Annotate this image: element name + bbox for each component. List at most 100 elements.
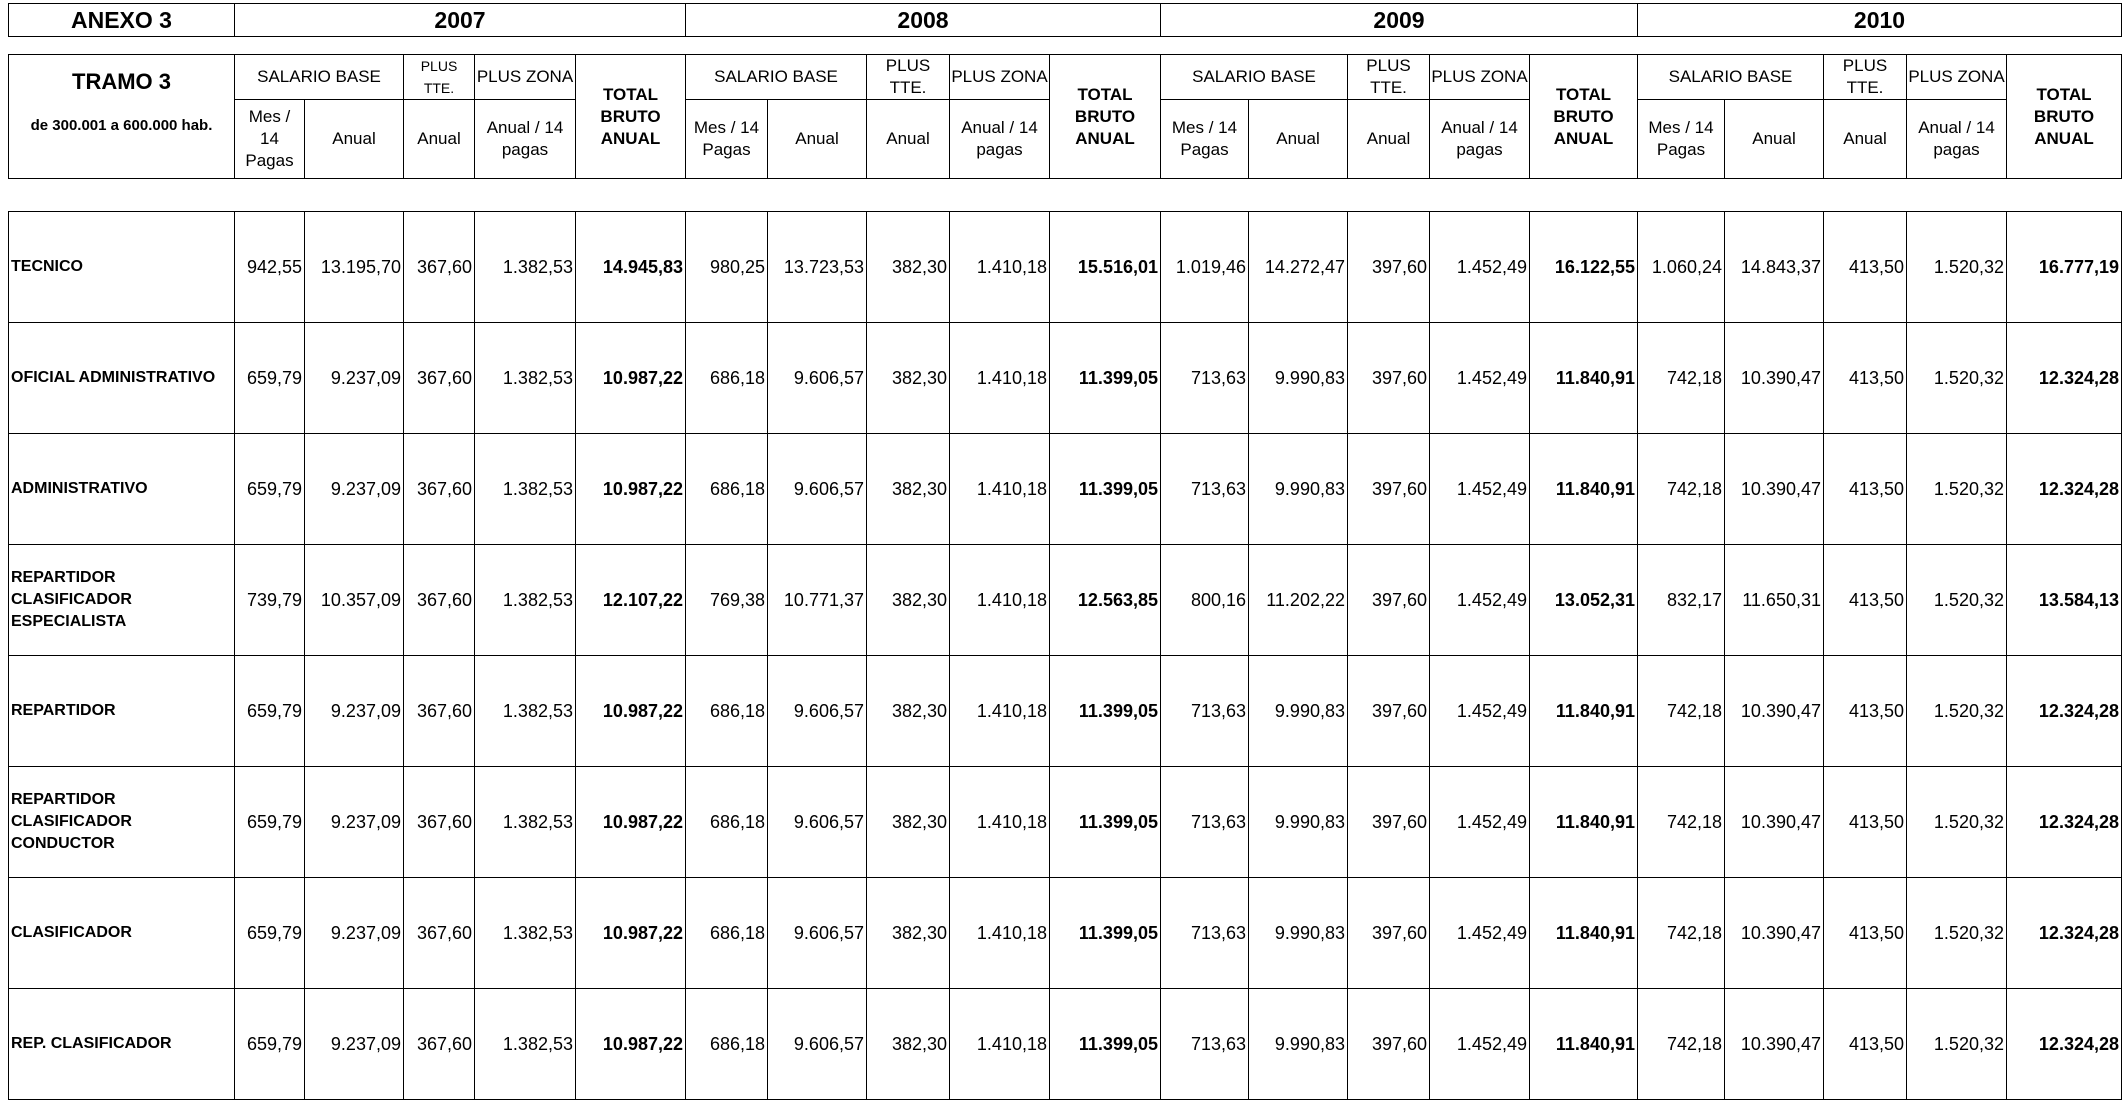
total-value: 11.840,91 (1529, 766, 1638, 878)
anual-value: 9.606,57 (767, 988, 867, 1100)
tramo-range: de 300.001 a 600.000 hab. (30, 117, 213, 134)
total-value: 11.399,05 (1049, 655, 1161, 767)
mes-value: 713,63 (1160, 322, 1249, 434)
anual-value: 9.237,09 (304, 322, 404, 434)
mes-value: 659,79 (234, 766, 305, 878)
table-row: CLASIFICADOR 659,79 9.237,09 367,60 1.382,53… (8, 877, 2122, 989)
mes-value: 742,18 (1637, 988, 1725, 1100)
anual-value: 9.237,09 (304, 766, 404, 878)
mes-value: 659,79 (234, 433, 305, 545)
plus-tte-header-2010: PLUS TTE. (1823, 54, 1907, 100)
mes-value: 713,63 (1160, 877, 1249, 989)
plus-tte-value: 367,60 (403, 322, 475, 434)
total-value: 16.777,19 (2006, 211, 2122, 323)
mes-value: 686,18 (685, 655, 768, 767)
plus-tte-value: 397,60 (1347, 877, 1430, 989)
plus-tte-anual-header-2007: Anual (403, 99, 475, 179)
plus-tte-value: 382,30 (866, 655, 950, 767)
mes-value: 832,17 (1637, 544, 1725, 656)
total-header-2010: TOTAL BRUTO ANUAL (2006, 54, 2122, 179)
mes-value: 942,55 (234, 211, 305, 323)
mes-value: 686,18 (685, 433, 768, 545)
plus-tte-header-2008: PLUS TTE. (866, 54, 950, 100)
anual-value: 9.237,09 (304, 988, 404, 1100)
anual-value: 13.195,70 (304, 211, 404, 323)
table-row: REPARTIDOR CLASIFICADOR CONDUCTOR 659,79 9… (8, 766, 2122, 878)
anual-value: 9.990,83 (1248, 988, 1348, 1100)
plus-tte-value: 413,50 (1823, 544, 1907, 656)
anual-value: 9.990,83 (1248, 433, 1348, 545)
year-2007: 2007 (234, 3, 686, 37)
anual-value: 11.202,22 (1248, 544, 1348, 656)
table-row: REP. CLASIFICADOR 659,79 9.237,09 367,60 1.3… (8, 988, 2122, 1100)
plus-tte-value: 367,60 (403, 211, 475, 323)
total-value: 11.399,05 (1049, 766, 1161, 878)
plus-zona-value: 1.520,32 (1906, 322, 2007, 434)
anual-value: 10.771,37 (767, 544, 867, 656)
category-label: REPARTIDOR CLASIFICADOR ESPECIALISTA (8, 544, 235, 656)
total-value: 10.987,22 (575, 766, 686, 878)
plus-zona-value: 1.520,32 (1906, 544, 2007, 656)
plus-tte-value: 413,50 (1823, 322, 1907, 434)
salario-base-header-2008: SALARIO BASE (685, 54, 867, 100)
plus-tte-value: 413,50 (1823, 655, 1907, 767)
total-value: 14.945,83 (575, 211, 686, 323)
plus-tte-value: 397,60 (1347, 655, 1430, 767)
total-value: 12.324,28 (2006, 655, 2122, 767)
anual-value: 9.990,83 (1248, 877, 1348, 989)
total-value: 13.584,13 (2006, 544, 2122, 656)
total-value: 10.987,22 (575, 988, 686, 1100)
plus-zona-value: 1.382,53 (474, 211, 576, 323)
total-header-2007: TOTAL BRUTO ANUAL (575, 54, 686, 179)
mes-header-2009: Mes / 14 Pagas (1160, 99, 1249, 179)
total-value: 10.987,22 (575, 655, 686, 767)
anual-value: 9.990,83 (1248, 655, 1348, 767)
mes-value: 659,79 (234, 322, 305, 434)
anual-value: 10.357,09 (304, 544, 404, 656)
total-value: 16.122,55 (1529, 211, 1638, 323)
plus-zona-value: 1.382,53 (474, 433, 576, 545)
plus-tte-value: 397,60 (1347, 988, 1430, 1100)
plus-tte-value: 382,30 (866, 322, 950, 434)
plus-tte-value: 382,30 (866, 988, 950, 1100)
plus-tte-value: 367,60 (403, 877, 475, 989)
plus-zona-value: 1.452,49 (1429, 988, 1530, 1100)
plus-tte-value: 397,60 (1347, 544, 1430, 656)
category-label: TECNICO (8, 211, 235, 323)
anual-value: 9.237,09 (304, 877, 404, 989)
anual-header-2010: Anual (1724, 99, 1824, 179)
salary-table: TRAMO 3 de 300.001 a 600.000 hab. SALARI… (8, 54, 2122, 1100)
anual-value: 11.650,31 (1724, 544, 1824, 656)
mes-value: 713,63 (1160, 655, 1249, 767)
plus-zona-value: 1.410,18 (949, 988, 1050, 1100)
anual-value: 10.390,47 (1724, 877, 1824, 989)
plus-tte-value: 382,30 (866, 877, 950, 989)
total-value: 11.399,05 (1049, 322, 1161, 434)
table-row: REPARTIDOR CLASIFICADOR ESPECIALISTA 739,… (8, 544, 2122, 656)
total-value: 11.840,91 (1529, 655, 1638, 767)
mes-value: 713,63 (1160, 766, 1249, 878)
anual-value: 9.606,57 (767, 433, 867, 545)
mes-value: 742,18 (1637, 433, 1725, 545)
mes-header-2007: Mes / 14 Pagas (234, 99, 305, 179)
mes-value: 769,38 (685, 544, 768, 656)
mes-header-2010: Mes / 14 Pagas (1637, 99, 1725, 179)
total-value: 11.399,05 (1049, 988, 1161, 1100)
plus-zona-value: 1.382,53 (474, 988, 576, 1100)
anual-value: 9.606,57 (767, 655, 867, 767)
header-gap (8, 178, 2122, 212)
plus-tte-value: 367,60 (403, 766, 475, 878)
category-label: REP. CLASIFICADOR (8, 988, 235, 1100)
plus-zona-value: 1.520,32 (1906, 877, 2007, 989)
total-value: 12.324,28 (2006, 433, 2122, 545)
mes-value: 686,18 (685, 322, 768, 434)
total-value: 12.324,28 (2006, 322, 2122, 434)
plus-tte-anual-header-2009: Anual (1347, 99, 1430, 179)
plus-zona-value: 1.410,18 (949, 433, 1050, 545)
plus-tte-anual-header-2010: Anual (1823, 99, 1907, 179)
total-value: 11.399,05 (1049, 877, 1161, 989)
plus-zona-value: 1.452,49 (1429, 322, 1530, 434)
plus-tte-value: 382,30 (866, 766, 950, 878)
anual-value: 14.272,47 (1248, 211, 1348, 323)
mes-value: 686,18 (685, 988, 768, 1100)
